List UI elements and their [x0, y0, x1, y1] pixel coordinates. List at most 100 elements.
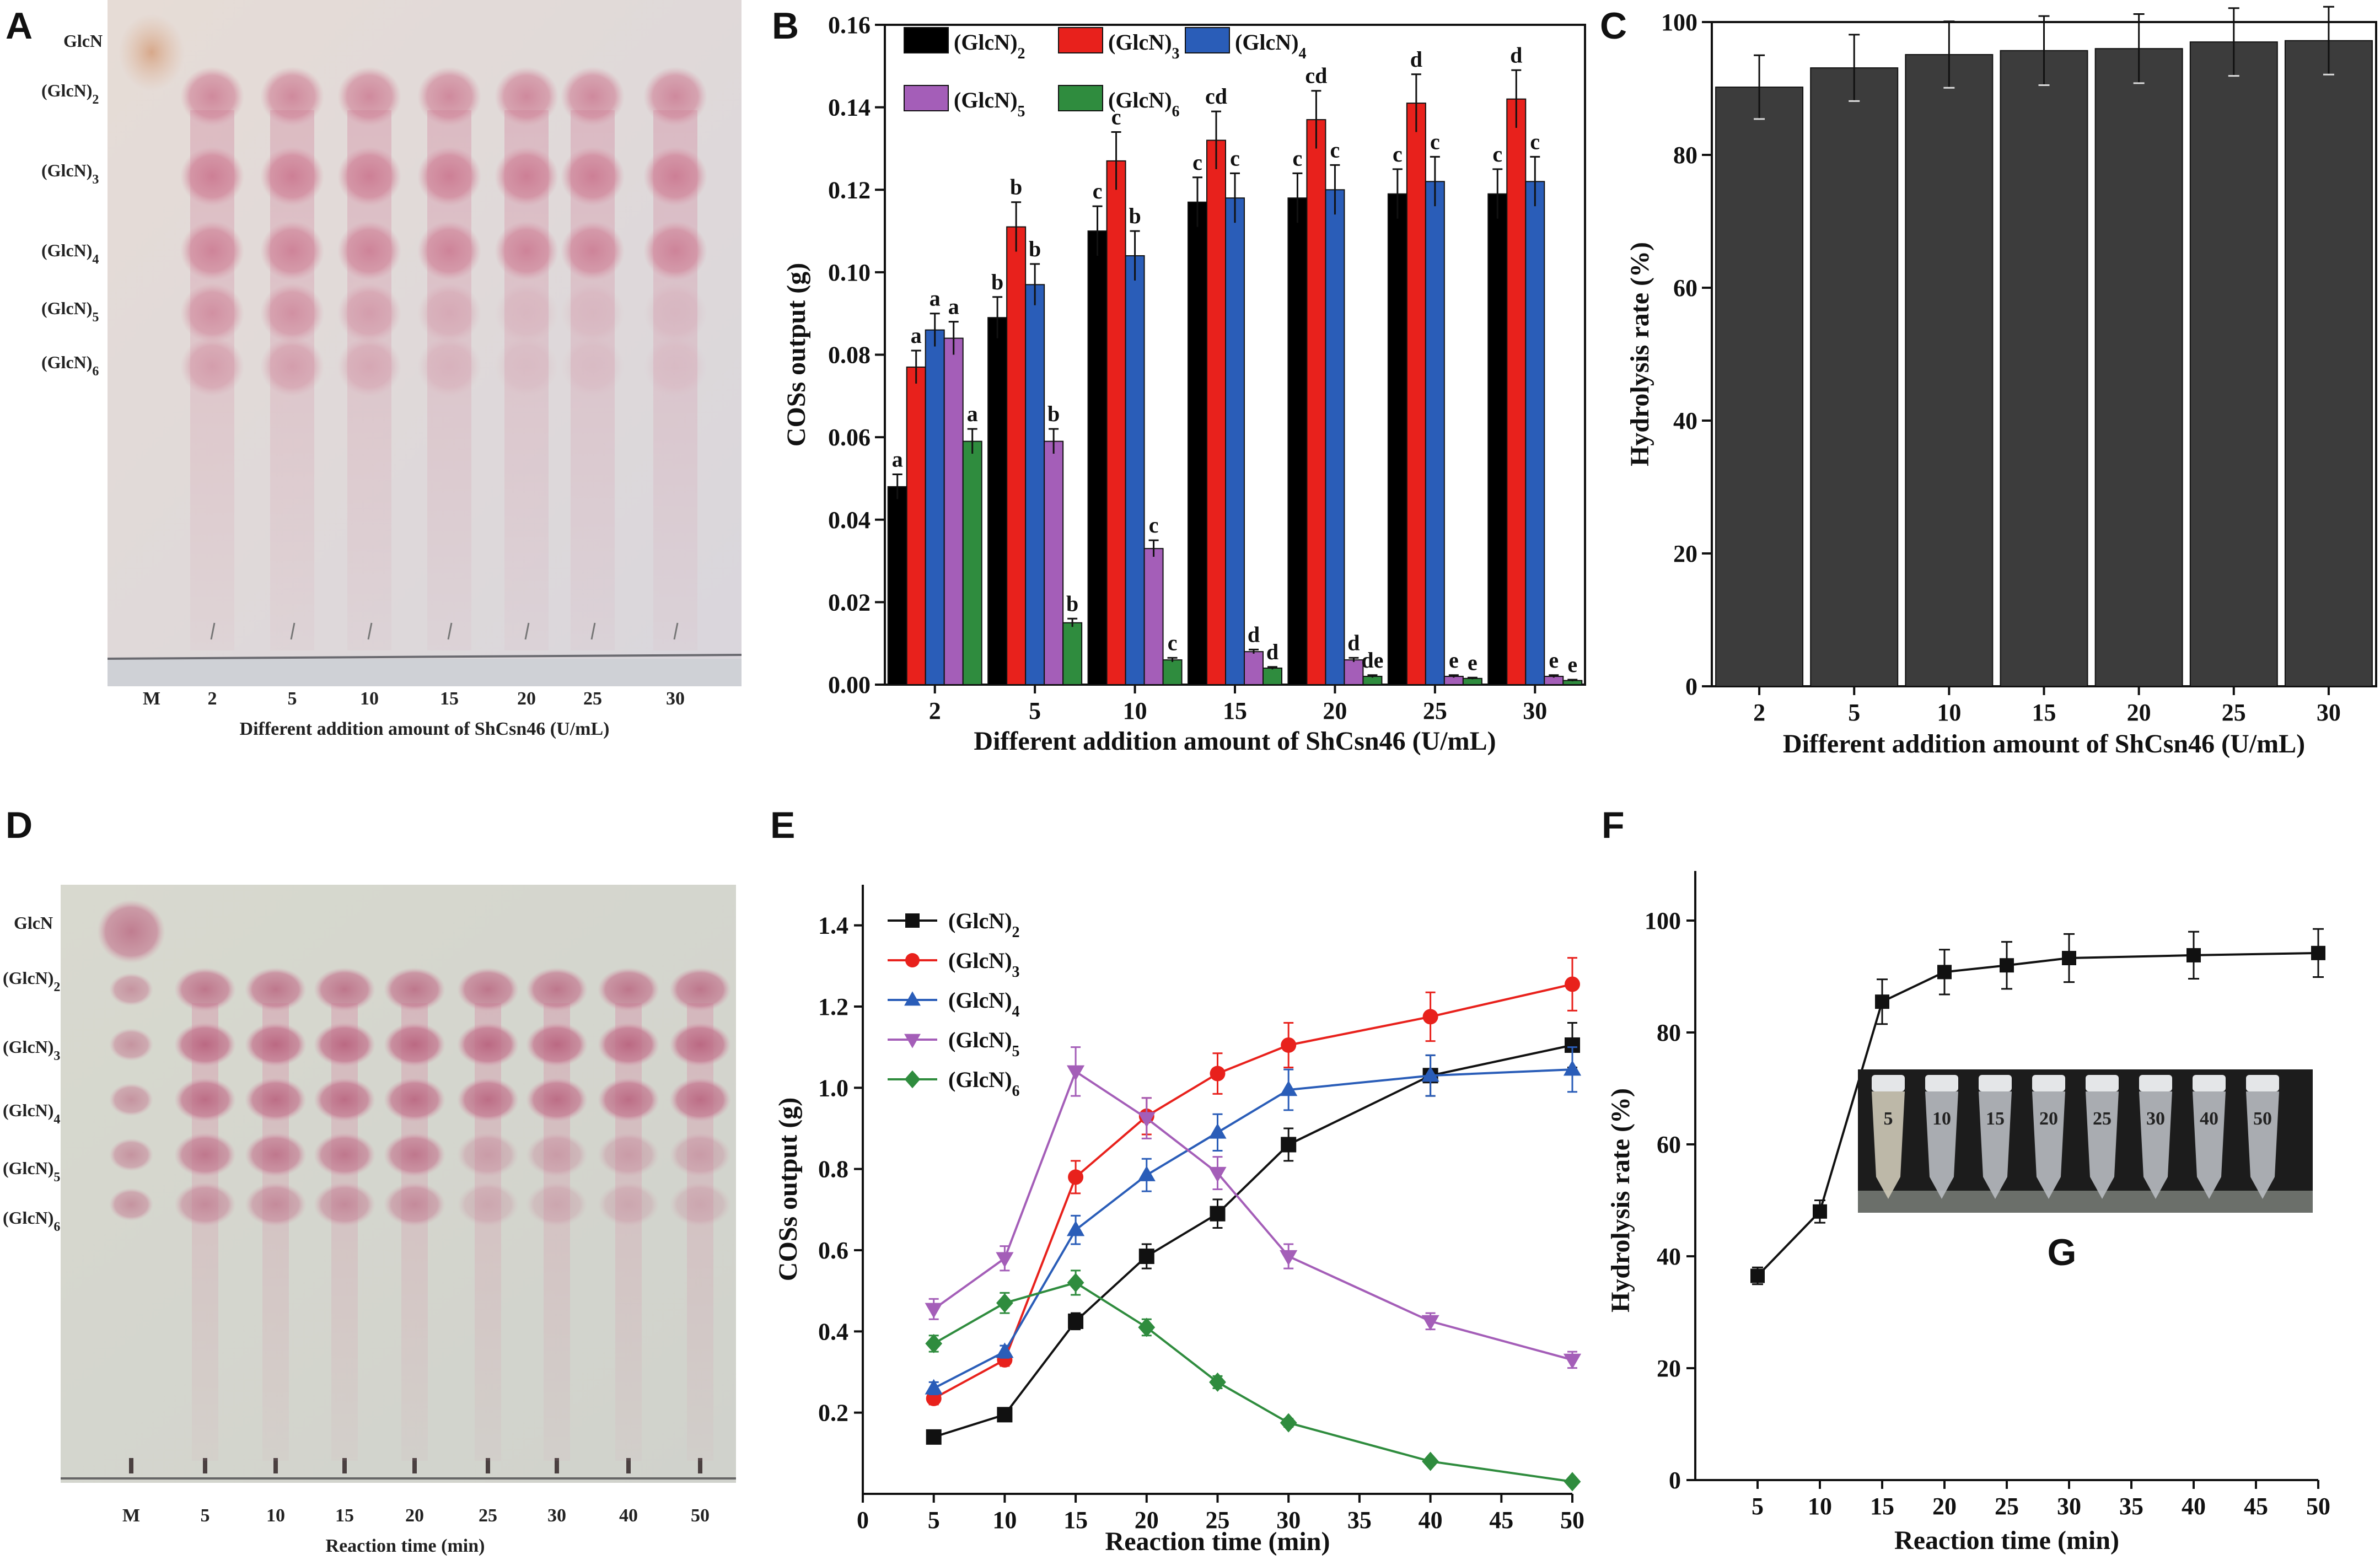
tlc-d-spot	[245, 1133, 307, 1177]
tlc-d-lane-label: 40	[619, 1505, 638, 1526]
chart-b-sig-letter: d	[1410, 47, 1422, 72]
panel-d-letter: D	[6, 804, 33, 846]
tlc-d-spot	[174, 1133, 236, 1177]
tlc-a-spot	[643, 221, 707, 281]
chart-e-point	[1563, 1060, 1582, 1076]
tlc-d-spot	[314, 1133, 375, 1177]
chart-b-ylabel: COSs output (g)	[782, 263, 811, 447]
tlc-d-spot	[526, 1182, 588, 1227]
chart-e-legend-marker	[904, 1070, 921, 1089]
chart-b-sig-letter: de	[1361, 648, 1383, 673]
tlc-d-spot	[457, 1023, 519, 1067]
chart-b-sig-letter: c	[1330, 137, 1340, 162]
tlc-d-spot	[526, 1078, 588, 1122]
tlc-d-origin-mark	[412, 1458, 417, 1473]
tlc-a-band-label: (GlcN)6	[41, 352, 99, 379]
chart-e-xtick-label: 5	[928, 1507, 940, 1534]
chart-b-bar	[1125, 255, 1145, 685]
chart-b-sig-letter: b	[1047, 401, 1060, 426]
chart-e-ytick-label: 0.8	[818, 1156, 848, 1183]
chart-e-point	[1138, 1317, 1156, 1337]
tube-cap	[1925, 1075, 1958, 1091]
chart-b-bar	[1306, 119, 1326, 686]
tlc-a-spot	[337, 67, 401, 126]
tlc-d-spot	[384, 967, 445, 1012]
chart-e-xtick-label: 50	[1560, 1507, 1584, 1534]
tlc-d-lane-labels: M 5 10 15 20 25 30 40 50	[122, 1505, 710, 1526]
chart-f-ytick-label: 40	[1657, 1243, 1681, 1270]
chart-c-bar	[1810, 67, 1899, 687]
tlc-a-spots	[119, 14, 707, 650]
chart-e-series-line	[933, 1069, 1573, 1361]
tlc-a-spot	[561, 67, 625, 126]
chart-f-ytick-label: 80	[1657, 1019, 1681, 1046]
chart-c-letter: C	[1600, 5, 1627, 47]
chart-b-sig-letter: c	[1430, 129, 1440, 154]
tlc-d-spot	[598, 1133, 659, 1177]
tlc-d-streak	[544, 1003, 570, 1461]
tlc-d-streak	[331, 1003, 358, 1461]
tlc-a-band-label: (GlcN)5	[41, 298, 99, 325]
tlc-d-streak	[262, 1003, 289, 1461]
chart-c-bar	[2094, 48, 2183, 687]
tlc-d-spot	[526, 1023, 588, 1067]
tlc-d-spot	[526, 1133, 588, 1177]
panel-a-letter: A	[6, 5, 33, 47]
tube-label: 40	[2200, 1109, 2218, 1129]
chart-e-xtick-label: 10	[992, 1507, 1017, 1534]
chart-e-series-line	[933, 1281, 1573, 1483]
chart-e-legend-label: (GlcN)6	[948, 1067, 1020, 1100]
tlc-d-origin-mark	[129, 1458, 133, 1473]
chart-b-ytick-label: 0.08	[828, 342, 871, 369]
tlc-a-lane-label: 10	[360, 688, 379, 709]
tlc-d-band-label: GlcN	[14, 913, 53, 933]
chart-e-point	[1280, 1413, 1297, 1433]
tlc-a-spot	[417, 67, 481, 126]
chart-b-bar	[1006, 226, 1027, 685]
tlc-a-spot	[643, 283, 707, 343]
tlc-d-spot	[457, 1078, 519, 1122]
tlc-a-spot	[337, 283, 401, 343]
tube-body	[2086, 1091, 2119, 1199]
chart-e-ytick-label: 0.4	[818, 1318, 848, 1345]
chart-e-point	[1422, 1451, 1439, 1471]
chart-f-point	[2186, 948, 2201, 962]
chart-f-point	[1937, 965, 1952, 980]
chart-b-sig-letter: c	[1111, 105, 1121, 130]
panel-d-tlc-plate: GlcN(GlcN)2(GlcN)3(GlcN)4(GlcN)5(GlcN)6 …	[3, 804, 736, 1556]
tlc-d-spot	[384, 1078, 445, 1122]
chart-c-xtick-label: 25	[2222, 699, 2246, 726]
tlc-a-spot	[337, 147, 401, 206]
tlc-a-spot	[643, 337, 707, 396]
tlc-a-spot	[119, 14, 185, 91]
chart-e-series-line	[933, 1068, 1573, 1390]
tlc-a-band-label: (GlcN)4	[41, 240, 99, 267]
chart-b-bar	[1287, 197, 1308, 685]
chart-c-bar	[1905, 54, 1994, 687]
chart-f-xtick-label: 50	[2306, 1493, 2330, 1520]
chart-b-xtick-label: 25	[1423, 697, 1447, 724]
chart-e-point	[996, 1342, 1014, 1358]
chart-e-xtick-label: 45	[1489, 1507, 1513, 1534]
chart-f-xtick-label: 15	[1870, 1493, 1894, 1520]
tlc-d-spot	[384, 1182, 445, 1227]
tlc-a-lane-label: 25	[583, 688, 602, 709]
chart-b-bar	[906, 366, 926, 685]
tlc-a-spot	[260, 67, 324, 126]
chart-b-sig-letter: d	[1510, 42, 1522, 67]
chart-f-xtick-label: 30	[2057, 1493, 2081, 1520]
chart-b-sig-letter: e	[1468, 650, 1478, 675]
chart-b-ytick-label: 0.10	[828, 259, 871, 286]
chart-e-point	[1564, 1472, 1581, 1492]
tube-body	[1872, 1091, 1905, 1199]
chart-b-bar	[1462, 677, 1482, 685]
tlc-d-origin-mark	[203, 1458, 207, 1473]
chart-f-point	[2062, 951, 2076, 966]
tube-cap	[1872, 1075, 1905, 1091]
chart-b-xtick-label: 10	[1123, 697, 1147, 724]
tlc-d-lane-label: 50	[691, 1505, 710, 1526]
tlc-d-spot	[669, 1023, 731, 1067]
chart-b-sig-letter: c	[1230, 146, 1240, 170]
chart-b-sig-letter: e	[1549, 648, 1559, 673]
tlc-a-origin-mark	[447, 622, 453, 640]
